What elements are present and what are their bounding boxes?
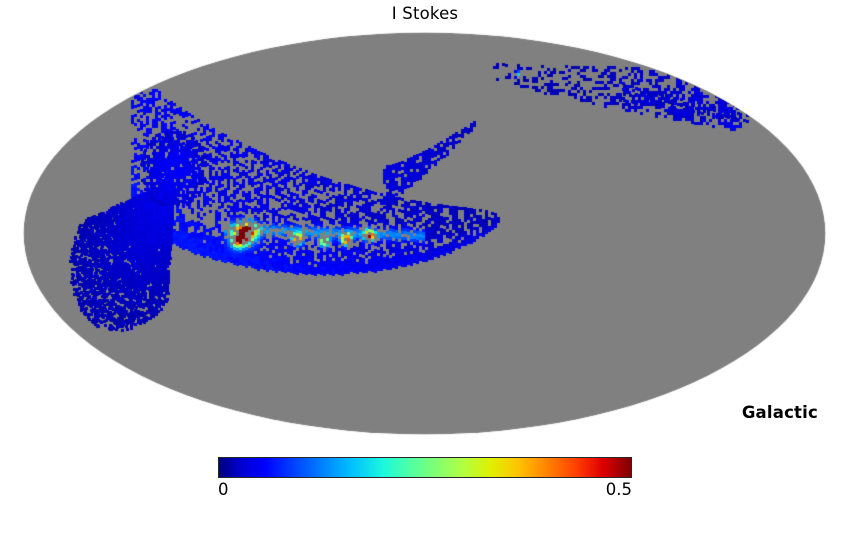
coordinate-system-label: Galactic [741, 403, 818, 422]
colorbar-tick-labels: 0 0.5 [218, 479, 632, 503]
sky-map-canvas[interactable] [23, 32, 826, 435]
colorbar: 0 0.5 [218, 457, 632, 503]
colorbar-min-label: 0 [218, 480, 229, 499]
mollweide-projection [23, 32, 826, 435]
colorbar-gradient[interactable] [218, 457, 632, 478]
page-title: I Stokes [391, 4, 459, 23]
colorbar-max-label: 0.5 [605, 480, 632, 499]
